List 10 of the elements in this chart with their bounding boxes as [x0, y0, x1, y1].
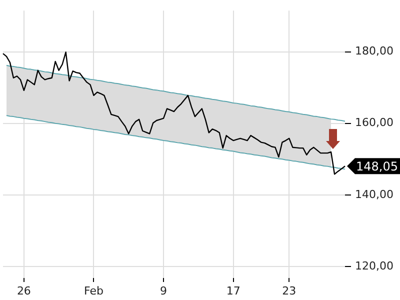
y-tick-label: 160,00: [355, 116, 394, 130]
text: 148,05: [356, 159, 398, 174]
x-tick-label: Feb: [84, 284, 104, 298]
x-tick-label: 23: [282, 284, 296, 298]
y-tick-label: 180,00: [355, 44, 394, 58]
y-tick-label: 120,00: [355, 259, 394, 272]
x-tick-label: 26: [16, 284, 31, 298]
x-tick-label: 9: [160, 284, 168, 298]
x-tick-label: 17: [226, 284, 240, 298]
y-tick-label: 140,00: [355, 188, 394, 201]
